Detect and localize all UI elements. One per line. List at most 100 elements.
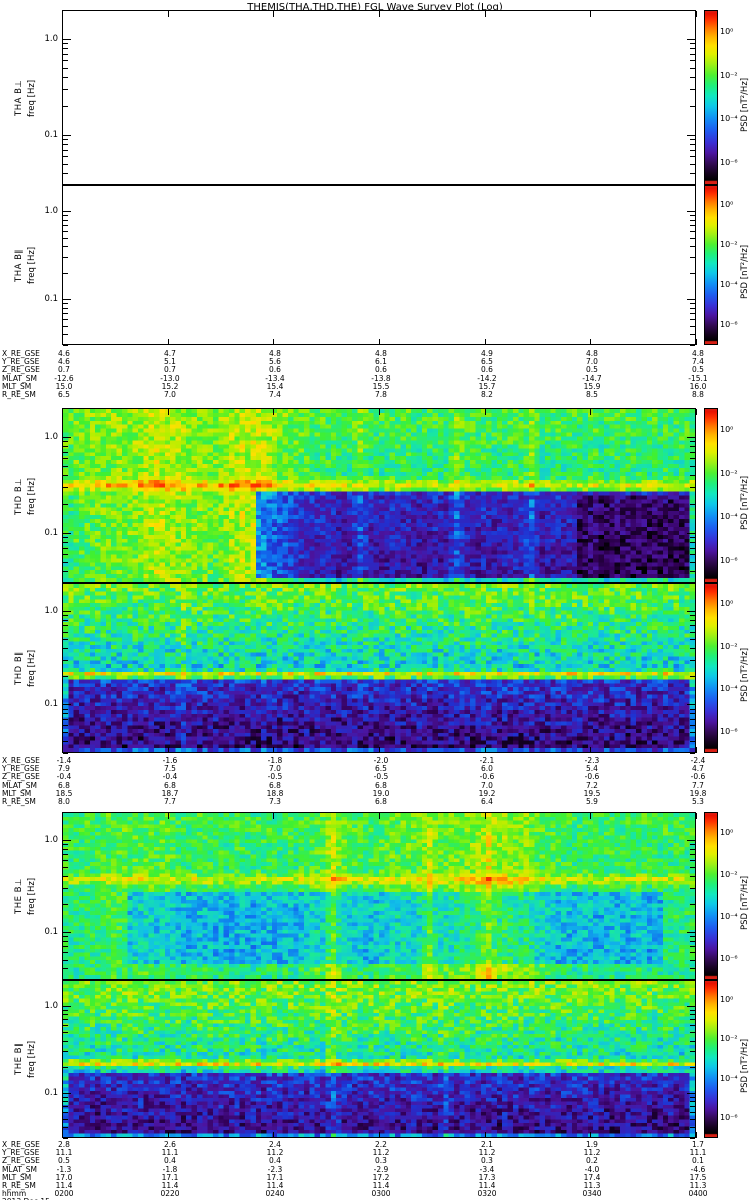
annotation-value: -2.0 [373,756,389,765]
annotation-value: 5.6 [269,357,281,367]
annotation-value: 15.2 [161,381,179,391]
axis-tick [690,257,695,258]
axis-tick [63,185,68,186]
axis-tick [63,475,68,476]
axis-tick [63,660,68,661]
annotation-value: 17.3 [478,1172,496,1182]
annotation-row: R_RE_SM 8.0 7.7 7.3 6.8 6.4 5.9 5.3 [2,797,750,806]
spectrogram-panel-tha-para[interactable] [62,185,696,345]
axis-tick [63,1119,68,1120]
axis-tick [690,68,695,69]
axis-tick [690,854,695,855]
axis-tick [63,1006,71,1007]
annotation-value: 2.4 [269,1140,281,1149]
colorbar-unit-label: PSD [nT²/Hz] [740,77,750,132]
axis-tick [690,185,695,186]
axis-tick [63,225,68,226]
annotation-value: -2.1 [479,756,495,765]
axis-tick [63,952,68,953]
annotation-row-label: MLAT_SM [2,373,37,383]
annotation-row-label: MLT_SM [2,1172,32,1182]
axis-tick [687,1093,695,1094]
axis-tick [63,1097,68,1098]
annotation-value: 4.6 [58,357,70,367]
y-tick-label: 0.1 [44,528,58,538]
y-tick-label: 1.0 [44,606,58,616]
annotation-value: 7.0 [164,389,176,399]
axis-tick [690,753,695,754]
y-tick-label: 1.0 [44,432,58,442]
axis-tick [690,946,695,947]
y-tick-label: 1.0 [44,835,58,845]
annotation-value: 7.8 [375,389,387,399]
colorbar [704,185,718,345]
axis-tick [273,11,274,17]
annotation-value: 19.5 [583,788,601,798]
colorbar [704,408,718,583]
axis-tick [690,562,695,563]
annotation-row: X_RE_GSE 2.8 2.6 2.4 2.2 2.1 1.9 1.7 [2,1140,750,1149]
axis-tick [63,164,68,165]
axis-tick [690,849,695,850]
axis-tick [690,215,695,216]
annotation-row: Z_RE_GSE -0.4 -0.4 -0.5 -0.5 -0.6 -0.6 -0.6 [2,773,750,781]
colorbar-unit-label: PSD [nT²/Hz] [740,244,750,299]
axis-tick [690,504,695,505]
axis-tick [63,548,68,549]
axis-tick [63,135,71,136]
colorbar-tick-label: 10⁻² [720,642,738,651]
axis-tick [63,54,68,55]
axis-tick [690,968,695,969]
annotation-value: 15.0 [55,381,73,391]
axis-tick [63,980,68,981]
axis-tick [63,554,68,555]
annotation-value: 17.1 [161,1172,179,1182]
panel-label-thd-para: THD B∥ [14,651,24,685]
axis-tick [690,1067,695,1068]
axis-tick [63,812,68,813]
annotation-value: 15.9 [583,381,601,391]
annotation-value: -1.6 [162,756,178,765]
axis-tick [690,273,695,274]
spectrogram-panel-the-perp[interactable] [62,812,696,980]
annotation-value: 11.4 [55,1180,73,1190]
annotation-row-label: R_RE_SM [2,389,36,399]
axis-tick [63,156,68,157]
colorbar-tick-label: 10⁻⁶ [720,1113,738,1122]
axis-tick [690,231,695,232]
axis-tick [696,11,697,17]
axis-tick [690,487,695,488]
annotation-value: -0.5 [373,772,389,782]
colorbar-tick-label: 10⁰ [720,27,734,36]
axis-tick [690,475,695,476]
axis-tick [690,741,695,742]
axis-tick [63,840,71,841]
axis-tick [687,932,695,933]
axis-tick [690,1051,695,1052]
annotation-value: 4.7 [692,764,704,774]
annotation-value: 4.8 [375,349,387,358]
axis-tick [690,173,695,174]
annotation-row: X_RE_GSE 4.6 4.7 4.8 4.8 4.9 4.8 4.8 [2,349,750,358]
spectrogram-panel-thd-perp[interactable] [62,408,696,583]
axis-tick [63,904,68,905]
annotation-value: 6.8 [58,780,70,790]
axis-tick [63,932,71,933]
axis-tick [690,1032,695,1033]
spectrogram-panel-the-para[interactable] [62,980,696,1138]
axis-tick [690,860,695,861]
annotation-row: MLAT_SM 6.8 6.8 6.8 6.8 7.0 7.2 7.7 [2,780,750,790]
axis-tick [690,936,695,937]
annotation-value: 8.2 [481,389,493,399]
axis-tick [63,1010,68,1011]
axis-tick [62,747,63,753]
axis-tick [63,48,68,49]
ephemeris-annotation-thd: X_RE_GSE -1.4 -1.6 -1.8 -2.0 -2.1 -2.3 -2.4 Y_RE… [2,756,750,806]
axis-tick [690,709,695,710]
spectrogram-panel-tha-perp[interactable] [62,10,696,185]
colorbar-tick-label: 10⁻⁴ [720,912,738,921]
spectrogram-panel-thd-para[interactable] [62,583,696,753]
axis-tick [690,625,695,626]
annotation-value: 6.1 [375,357,387,367]
axis-tick [63,867,68,868]
